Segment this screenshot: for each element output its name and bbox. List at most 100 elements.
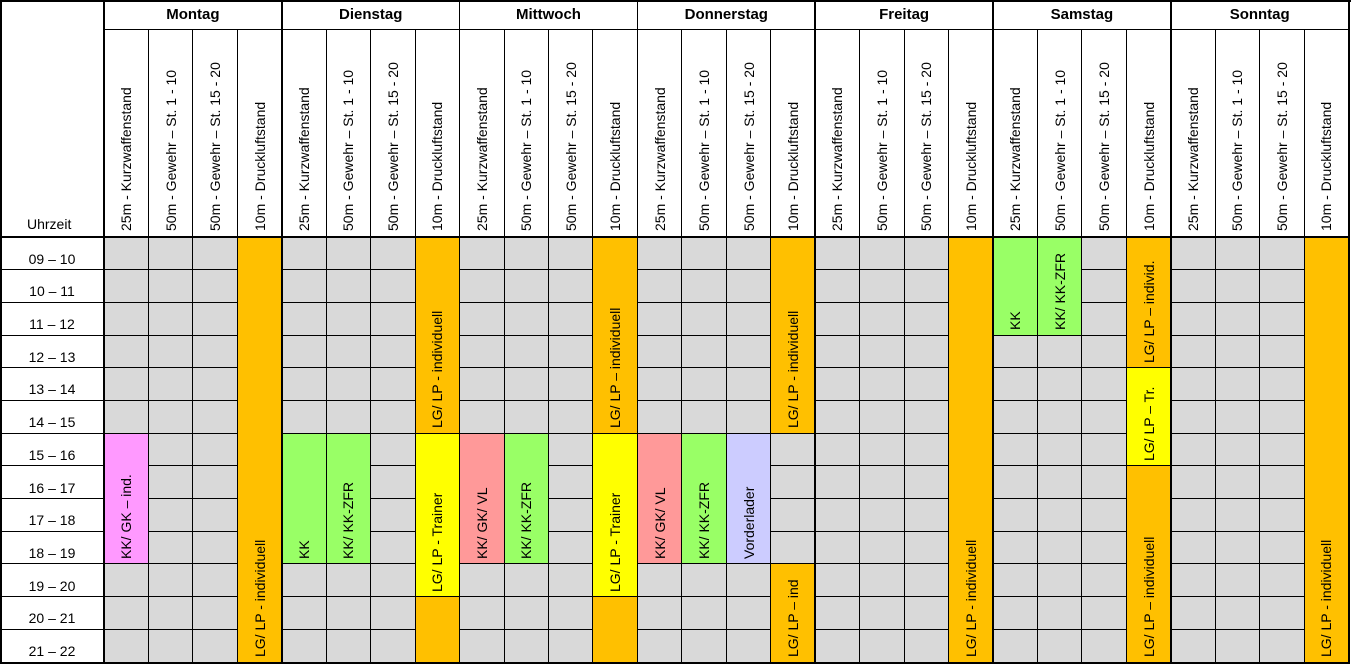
empty-slot[interactable] bbox=[1170, 335, 1216, 368]
empty-slot[interactable] bbox=[1215, 531, 1260, 564]
empty-slot[interactable] bbox=[148, 531, 193, 564]
empty-slot[interactable] bbox=[770, 531, 816, 564]
empty-slot[interactable] bbox=[1259, 367, 1305, 401]
empty-slot[interactable] bbox=[326, 302, 371, 336]
empty-slot[interactable] bbox=[815, 465, 860, 499]
empty-slot[interactable] bbox=[859, 563, 905, 597]
empty-slot[interactable] bbox=[904, 400, 949, 434]
empty-slot[interactable] bbox=[548, 400, 593, 434]
empty-slot[interactable] bbox=[370, 596, 416, 630]
empty-slot[interactable] bbox=[148, 335, 193, 368]
empty-slot[interactable] bbox=[1037, 400, 1082, 434]
empty-slot[interactable] bbox=[326, 563, 371, 597]
empty-slot[interactable] bbox=[1170, 498, 1216, 532]
empty-slot[interactable] bbox=[1170, 237, 1216, 270]
empty-slot[interactable] bbox=[1170, 563, 1216, 597]
booking-block[interactable] bbox=[104, 433, 149, 564]
empty-slot[interactable] bbox=[504, 269, 549, 303]
empty-slot[interactable] bbox=[637, 302, 682, 336]
empty-slot[interactable] bbox=[726, 563, 771, 597]
empty-slot[interactable] bbox=[1259, 531, 1305, 564]
empty-slot[interactable] bbox=[1081, 237, 1127, 270]
empty-slot[interactable] bbox=[1170, 629, 1216, 662]
empty-slot[interactable] bbox=[1215, 269, 1260, 303]
booking-block[interactable] bbox=[948, 237, 993, 662]
empty-slot[interactable] bbox=[904, 465, 949, 499]
empty-slot[interactable] bbox=[904, 596, 949, 630]
booking-block[interactable] bbox=[326, 433, 371, 564]
empty-slot[interactable] bbox=[815, 433, 860, 466]
empty-slot[interactable] bbox=[993, 433, 1038, 466]
empty-slot[interactable] bbox=[104, 302, 149, 336]
empty-slot[interactable] bbox=[370, 498, 416, 532]
empty-slot[interactable] bbox=[104, 629, 149, 662]
booking-block[interactable] bbox=[415, 596, 460, 662]
empty-slot[interactable] bbox=[637, 563, 682, 597]
booking-block[interactable] bbox=[592, 596, 638, 662]
empty-slot[interactable] bbox=[326, 269, 371, 303]
booking-block[interactable] bbox=[1126, 237, 1171, 368]
empty-slot[interactable] bbox=[148, 237, 193, 270]
empty-slot[interactable] bbox=[281, 269, 327, 303]
empty-slot[interactable] bbox=[637, 596, 682, 630]
empty-slot[interactable] bbox=[726, 237, 771, 270]
empty-slot[interactable] bbox=[815, 367, 860, 401]
empty-slot[interactable] bbox=[1081, 465, 1127, 499]
empty-slot[interactable] bbox=[148, 563, 193, 597]
empty-slot[interactable] bbox=[993, 400, 1038, 434]
empty-slot[interactable] bbox=[637, 237, 682, 270]
empty-slot[interactable] bbox=[192, 629, 238, 662]
empty-slot[interactable] bbox=[1037, 596, 1082, 630]
empty-slot[interactable] bbox=[815, 400, 860, 434]
empty-slot[interactable] bbox=[815, 596, 860, 630]
empty-slot[interactable] bbox=[726, 367, 771, 401]
empty-slot[interactable] bbox=[1259, 269, 1305, 303]
empty-slot[interactable] bbox=[548, 335, 593, 368]
empty-slot[interactable] bbox=[504, 629, 549, 662]
empty-slot[interactable] bbox=[1081, 531, 1127, 564]
booking-block[interactable] bbox=[415, 237, 460, 434]
empty-slot[interactable] bbox=[459, 269, 505, 303]
empty-slot[interactable] bbox=[459, 237, 505, 270]
empty-slot[interactable] bbox=[148, 498, 193, 532]
booking-block[interactable] bbox=[726, 433, 771, 564]
empty-slot[interactable] bbox=[148, 465, 193, 499]
empty-slot[interactable] bbox=[1215, 596, 1260, 630]
empty-slot[interactable] bbox=[770, 465, 816, 499]
empty-slot[interactable] bbox=[1081, 629, 1127, 662]
empty-slot[interactable] bbox=[681, 367, 727, 401]
empty-slot[interactable] bbox=[326, 400, 371, 434]
empty-slot[interactable] bbox=[370, 465, 416, 499]
empty-slot[interactable] bbox=[904, 237, 949, 270]
empty-slot[interactable] bbox=[904, 302, 949, 336]
empty-slot[interactable] bbox=[815, 302, 860, 336]
empty-slot[interactable] bbox=[504, 302, 549, 336]
empty-slot[interactable] bbox=[993, 629, 1038, 662]
empty-slot[interactable] bbox=[192, 335, 238, 368]
empty-slot[interactable] bbox=[1259, 400, 1305, 434]
empty-slot[interactable] bbox=[192, 465, 238, 499]
empty-slot[interactable] bbox=[681, 237, 727, 270]
empty-slot[interactable] bbox=[904, 335, 949, 368]
empty-slot[interactable] bbox=[815, 531, 860, 564]
booking-block[interactable] bbox=[993, 237, 1038, 336]
empty-slot[interactable] bbox=[1259, 433, 1305, 466]
empty-slot[interactable] bbox=[1215, 302, 1260, 336]
empty-slot[interactable] bbox=[1259, 563, 1305, 597]
empty-slot[interactable] bbox=[1170, 465, 1216, 499]
empty-slot[interactable] bbox=[859, 596, 905, 630]
empty-slot[interactable] bbox=[1259, 302, 1305, 336]
empty-slot[interactable] bbox=[281, 400, 327, 434]
empty-slot[interactable] bbox=[548, 302, 593, 336]
empty-slot[interactable] bbox=[1037, 433, 1082, 466]
empty-slot[interactable] bbox=[548, 498, 593, 532]
empty-slot[interactable] bbox=[370, 335, 416, 368]
booking-block[interactable] bbox=[1037, 237, 1082, 336]
empty-slot[interactable] bbox=[1170, 433, 1216, 466]
empty-slot[interactable] bbox=[148, 629, 193, 662]
empty-slot[interactable] bbox=[370, 302, 416, 336]
empty-slot[interactable] bbox=[370, 367, 416, 401]
empty-slot[interactable] bbox=[281, 563, 327, 597]
booking-block[interactable] bbox=[281, 433, 327, 564]
empty-slot[interactable] bbox=[637, 367, 682, 401]
